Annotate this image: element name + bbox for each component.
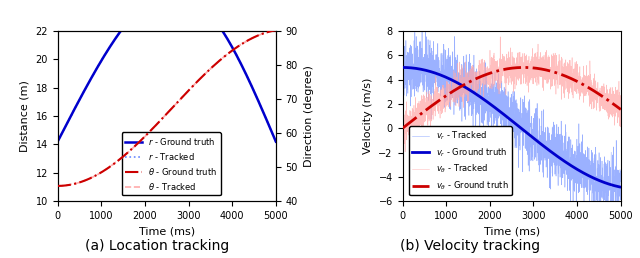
Y-axis label: Velocity (m/s): Velocity (m/s) xyxy=(363,78,373,154)
$v_r$ - Tracked xyxy=(399,59,406,62)
$\theta$ - Tracked xyxy=(268,30,275,33)
Line: $v_r$ - Ground truth: $v_r$ - Ground truth xyxy=(403,67,621,187)
$\theta$ - Ground truth xyxy=(233,46,241,49)
$r$ - Tracked xyxy=(272,140,280,143)
$v_\theta$ - Ground truth xyxy=(617,108,625,111)
$v_r$ - Tracked xyxy=(422,12,429,15)
$r$ - Ground truth xyxy=(268,129,275,132)
Line: $r$ - Ground truth: $r$ - Ground truth xyxy=(58,0,276,142)
Line: $\theta$ - Tracked: $\theta$ - Tracked xyxy=(58,30,276,186)
$\theta$ - Tracked xyxy=(158,118,166,121)
$\theta$ - Tracked xyxy=(271,28,279,31)
$v_\theta$ - Tracked xyxy=(611,124,618,127)
$\theta$ - Ground truth xyxy=(157,118,165,121)
$\theta$ - Tracked xyxy=(172,102,180,105)
$\theta$ - Ground truth xyxy=(184,90,191,93)
$v_\theta$ - Tracked xyxy=(401,150,409,154)
$v_r$ - Tracked xyxy=(614,228,621,231)
$v_\theta$ - Tracked xyxy=(611,108,618,111)
Y-axis label: Direction (degree): Direction (degree) xyxy=(303,65,314,167)
$\theta$ - Ground truth xyxy=(272,29,280,32)
$\theta$ - Ground truth xyxy=(267,30,275,33)
$v_\theta$ - Tracked xyxy=(410,108,417,111)
$v_r$ - Ground truth xyxy=(612,184,620,188)
$v_r$ - Ground truth xyxy=(529,136,536,139)
$v_r$ - Ground truth xyxy=(617,186,625,189)
$v_r$ - Ground truth xyxy=(399,66,406,69)
$v_\theta$ - Ground truth xyxy=(578,82,586,85)
$r$ - Tracked xyxy=(54,140,61,143)
$v_r$ - Tracked xyxy=(505,126,513,130)
$v_r$ - Tracked xyxy=(611,180,618,183)
X-axis label: Time (ms): Time (ms) xyxy=(139,227,195,237)
$v_\theta$ - Ground truth xyxy=(504,67,511,70)
$\theta$ - Tracked xyxy=(233,46,241,49)
$v_r$ - Tracked xyxy=(611,190,618,193)
$\theta$ - Ground truth xyxy=(54,184,61,188)
$v_\theta$ - Ground truth xyxy=(502,68,510,71)
$\theta$ - Ground truth xyxy=(159,117,166,120)
$v_r$ - Tracked xyxy=(410,71,417,75)
X-axis label: Time (ms): Time (ms) xyxy=(484,227,540,237)
Line: $v_\theta$ - Ground truth: $v_\theta$ - Ground truth xyxy=(403,67,621,128)
$v_r$ - Tracked xyxy=(499,96,507,100)
$v_\theta$ - Ground truth xyxy=(516,66,524,69)
$r$ - Ground truth xyxy=(233,54,241,58)
$\theta$ - Tracked xyxy=(184,90,192,93)
$\theta$ - Ground truth xyxy=(172,103,180,106)
$v_\theta$ - Ground truth xyxy=(520,66,527,69)
$v_\theta$ - Tracked xyxy=(499,62,507,65)
$v_\theta$ - Tracked xyxy=(505,59,513,62)
$\theta$ - Tracked xyxy=(159,116,167,119)
$\theta$ - Tracked xyxy=(54,184,62,188)
$r$ - Ground truth xyxy=(54,140,61,143)
Line: $v_r$ - Tracked: $v_r$ - Tracked xyxy=(403,14,621,229)
$v_r$ - Tracked xyxy=(617,197,625,200)
Line: $r$ - Tracked: $r$ - Tracked xyxy=(58,0,276,142)
$\theta$ - Tracked xyxy=(54,184,61,188)
$r$ - Tracked xyxy=(233,55,241,58)
Line: $\theta$ - Ground truth: $\theta$ - Ground truth xyxy=(58,30,276,186)
$v_r$ - Ground truth xyxy=(516,126,524,130)
Text: (b) Velocity tracking: (b) Velocity tracking xyxy=(401,239,540,253)
$v_\theta$ - Tracked xyxy=(571,86,579,89)
$v_\theta$ - Ground truth xyxy=(529,66,537,69)
$v_\theta$ - Ground truth xyxy=(612,104,620,107)
Y-axis label: Distance (m): Distance (m) xyxy=(20,80,30,152)
$v_r$ - Ground truth xyxy=(502,115,510,118)
$\theta$ - Tracked xyxy=(272,29,280,32)
$v_r$ - Ground truth xyxy=(577,170,585,173)
$v_\theta$ - Tracked xyxy=(399,132,406,135)
Text: (a) Location tracking: (a) Location tracking xyxy=(84,239,229,253)
Line: $v_\theta$ - Tracked: $v_\theta$ - Tracked xyxy=(403,37,621,152)
$v_\theta$ - Tracked xyxy=(497,35,504,38)
Legend: $v_r$ - Tracked, $v_r$ - Ground truth, $v_\theta$ - Tracked, $v_\theta$ - Ground: $v_r$ - Tracked, $v_r$ - Ground truth, $… xyxy=(409,126,511,195)
$r$ - Ground truth xyxy=(272,140,280,143)
$v_\theta$ - Ground truth xyxy=(399,127,406,130)
$v_r$ - Ground truth xyxy=(504,116,511,119)
Legend: $r$ - Ground truth, $r$ - Tracked, $\theta$ - Ground truth, $\theta$ - Tracked: $r$ - Ground truth, $r$ - Tracked, $\the… xyxy=(122,132,221,195)
$r$ - Tracked xyxy=(268,128,275,132)
$v_\theta$ - Tracked xyxy=(617,105,625,108)
$v_r$ - Tracked xyxy=(571,167,579,170)
